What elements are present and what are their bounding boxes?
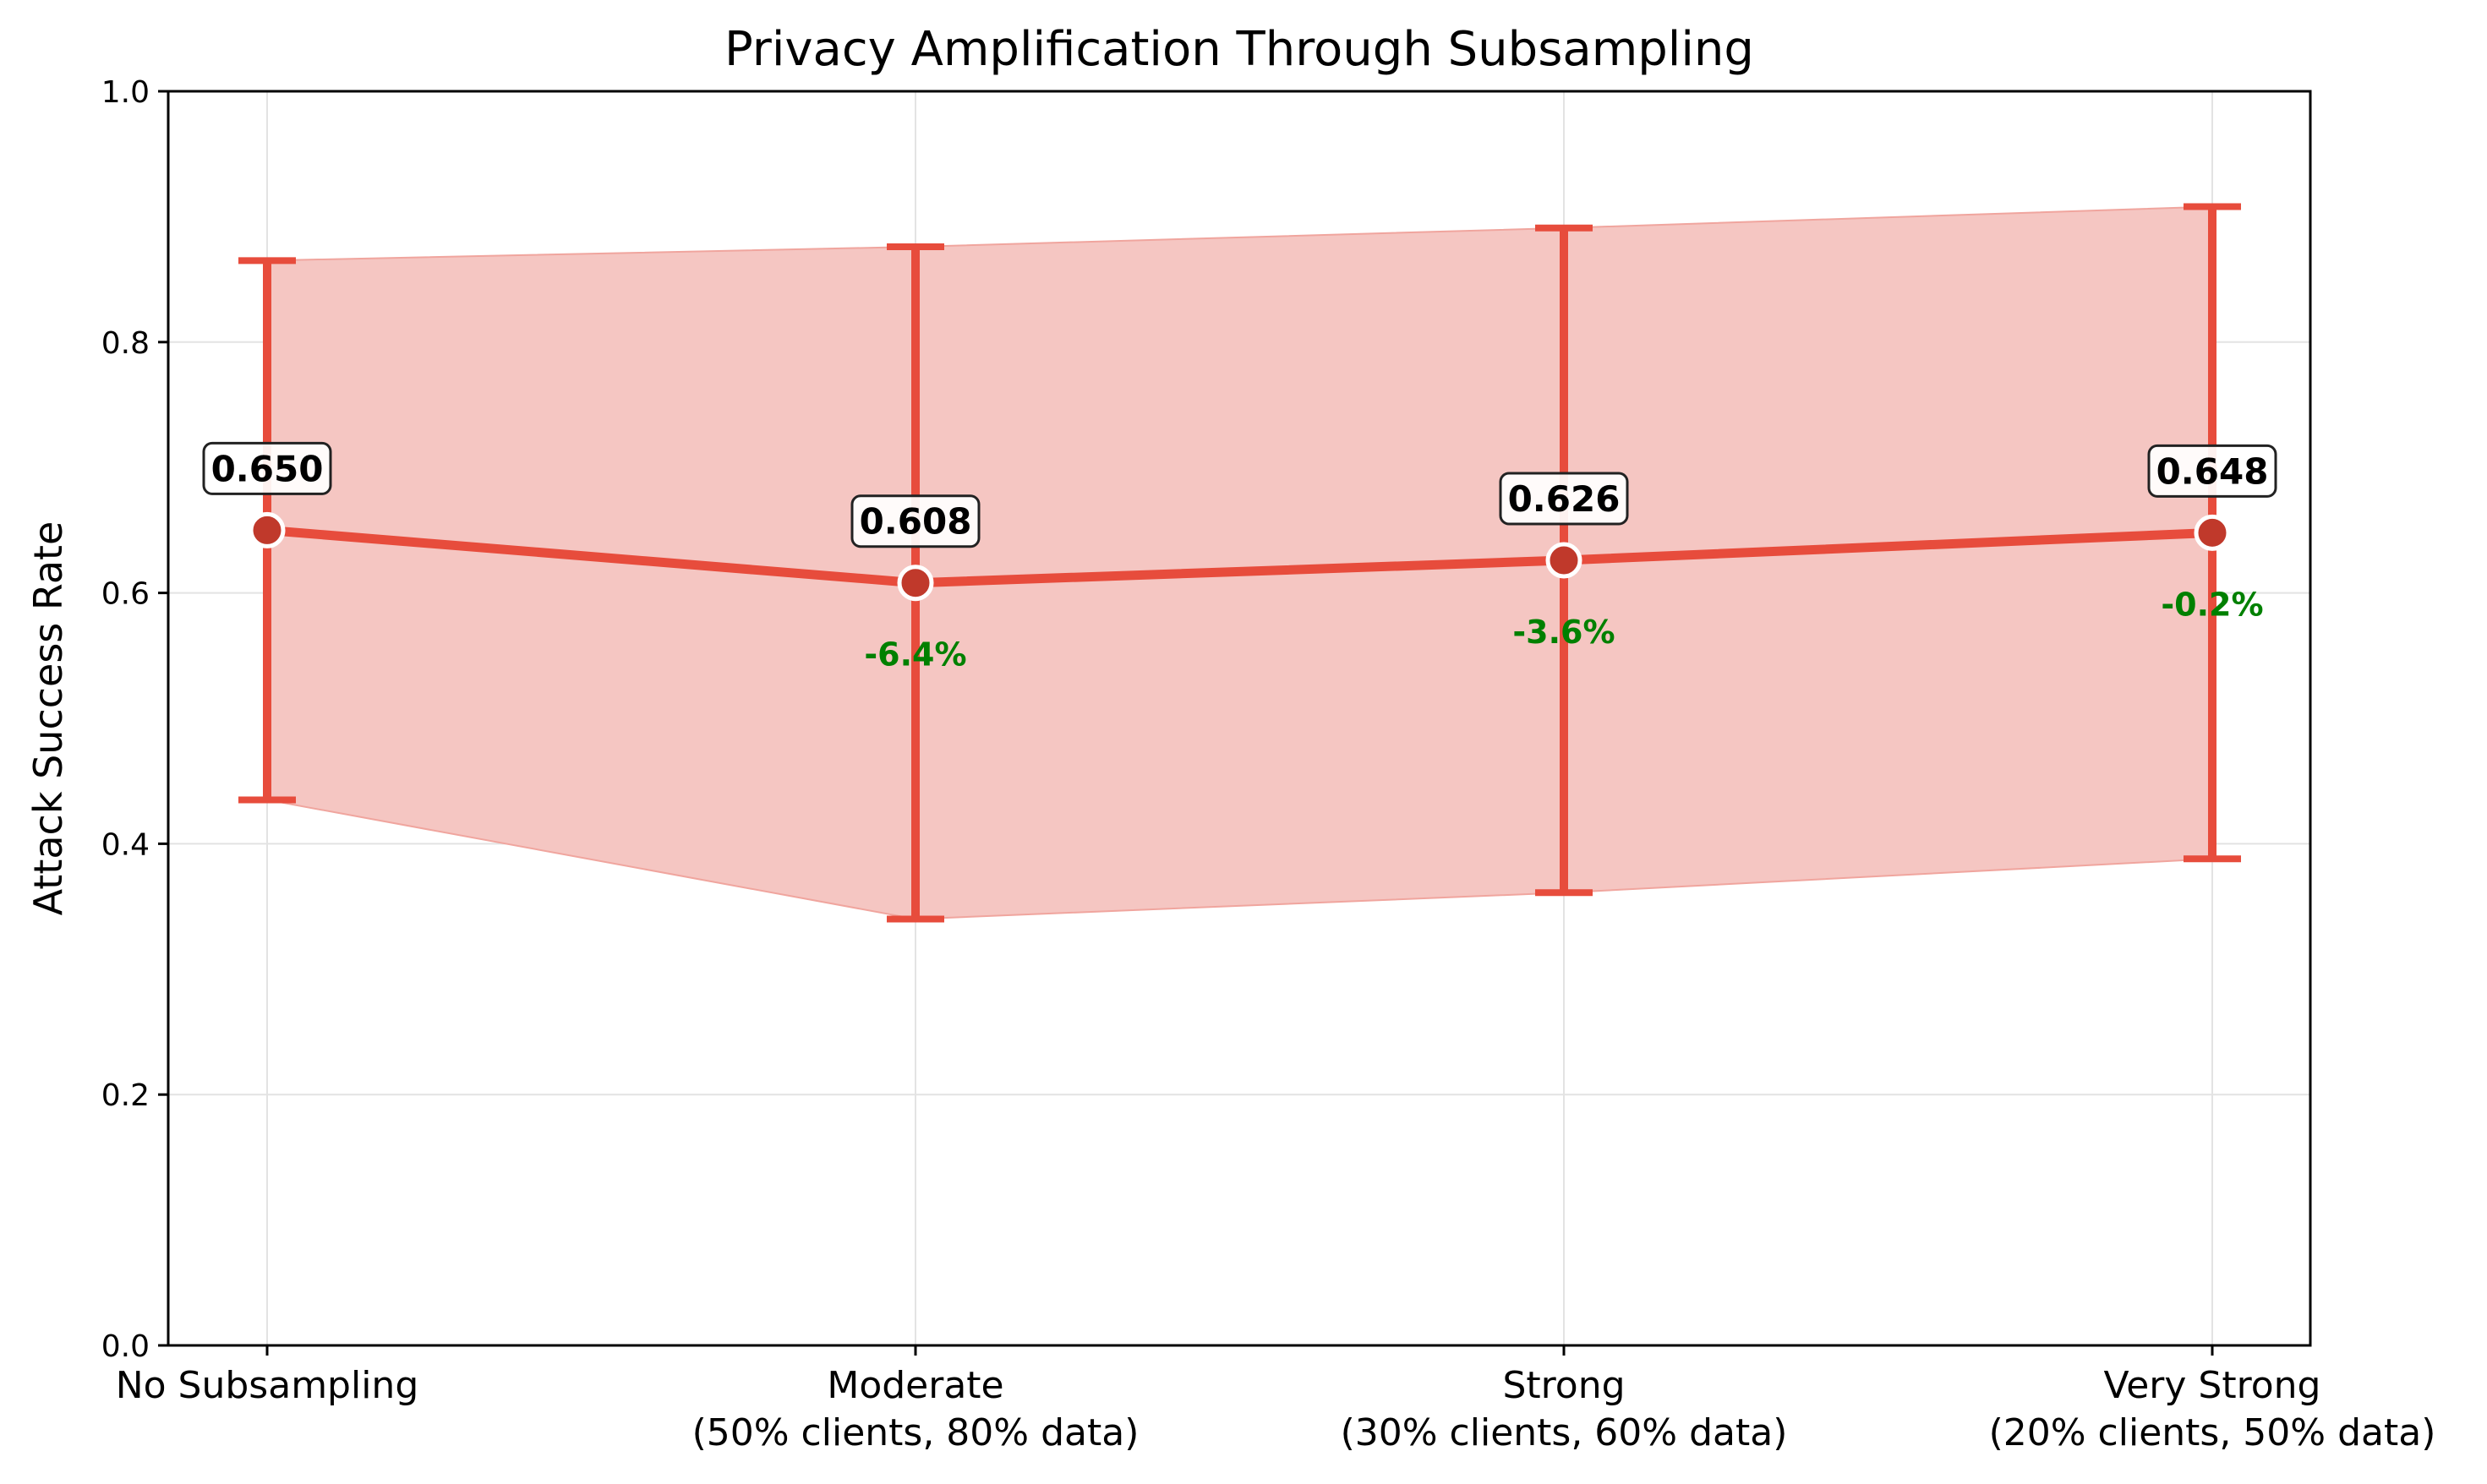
change-label: -3.6%	[1512, 614, 1615, 651]
chart-title: Privacy Amplification Through Subsamplin…	[724, 22, 1754, 77]
value-label-box	[2147, 444, 2277, 498]
y-tick-label: 1.0	[101, 75, 150, 110]
y-tick-label: 0.0	[101, 1329, 150, 1364]
data-point	[249, 511, 286, 548]
x-tick-label: Moderate	[827, 1364, 1003, 1407]
value-label-box	[1499, 472, 1629, 526]
y-tick-label: 0.4	[101, 827, 150, 862]
x-tick-label: (30% clients, 60% data)	[1341, 1411, 1788, 1454]
y-axis-label: Attack Success Rate	[25, 521, 71, 916]
x-tick-label: Very Strong	[2104, 1364, 2321, 1407]
y-tick-label: 0.2	[101, 1078, 150, 1113]
value-label: 0.626	[1508, 478, 1621, 520]
change-label: -6.4%	[864, 636, 966, 674]
data-point	[897, 565, 934, 602]
data-labels: 0.650 0.608 -6.4% 0.626 -3.6% 0.648 -0.2%	[202, 441, 2277, 674]
x-tick-label: (50% clients, 80% data)	[692, 1411, 1140, 1454]
value-label-box	[202, 441, 332, 495]
x-tick-label: No Subsampling	[116, 1364, 419, 1407]
x-tick-label: (20% clients, 50% data)	[1989, 1411, 2436, 1454]
confidence-band-area	[266, 205, 2213, 920]
series-polyline	[266, 525, 2213, 588]
y-tick-label: 0.6	[101, 577, 150, 612]
value-label: 0.608	[860, 501, 972, 543]
change-label: -0.2%	[2161, 586, 2263, 623]
value-label: 0.650	[211, 448, 324, 489]
data-point	[1545, 542, 1582, 579]
value-label-box	[850, 494, 981, 548]
data-points	[249, 511, 2231, 602]
confidence-band	[266, 205, 2213, 920]
series-line	[266, 525, 2213, 588]
data-point	[2194, 514, 2231, 551]
y-tick-label: 0.8	[101, 326, 150, 361]
x-tick-label: Strong	[1502, 1364, 1625, 1407]
plot-frame	[167, 90, 2312, 1347]
value-label: 0.648	[2156, 450, 2269, 492]
axes: 0.0 0.2 0.4 0.6 0.8 1.0 No Subsampling Moderate…	[101, 75, 2436, 1454]
